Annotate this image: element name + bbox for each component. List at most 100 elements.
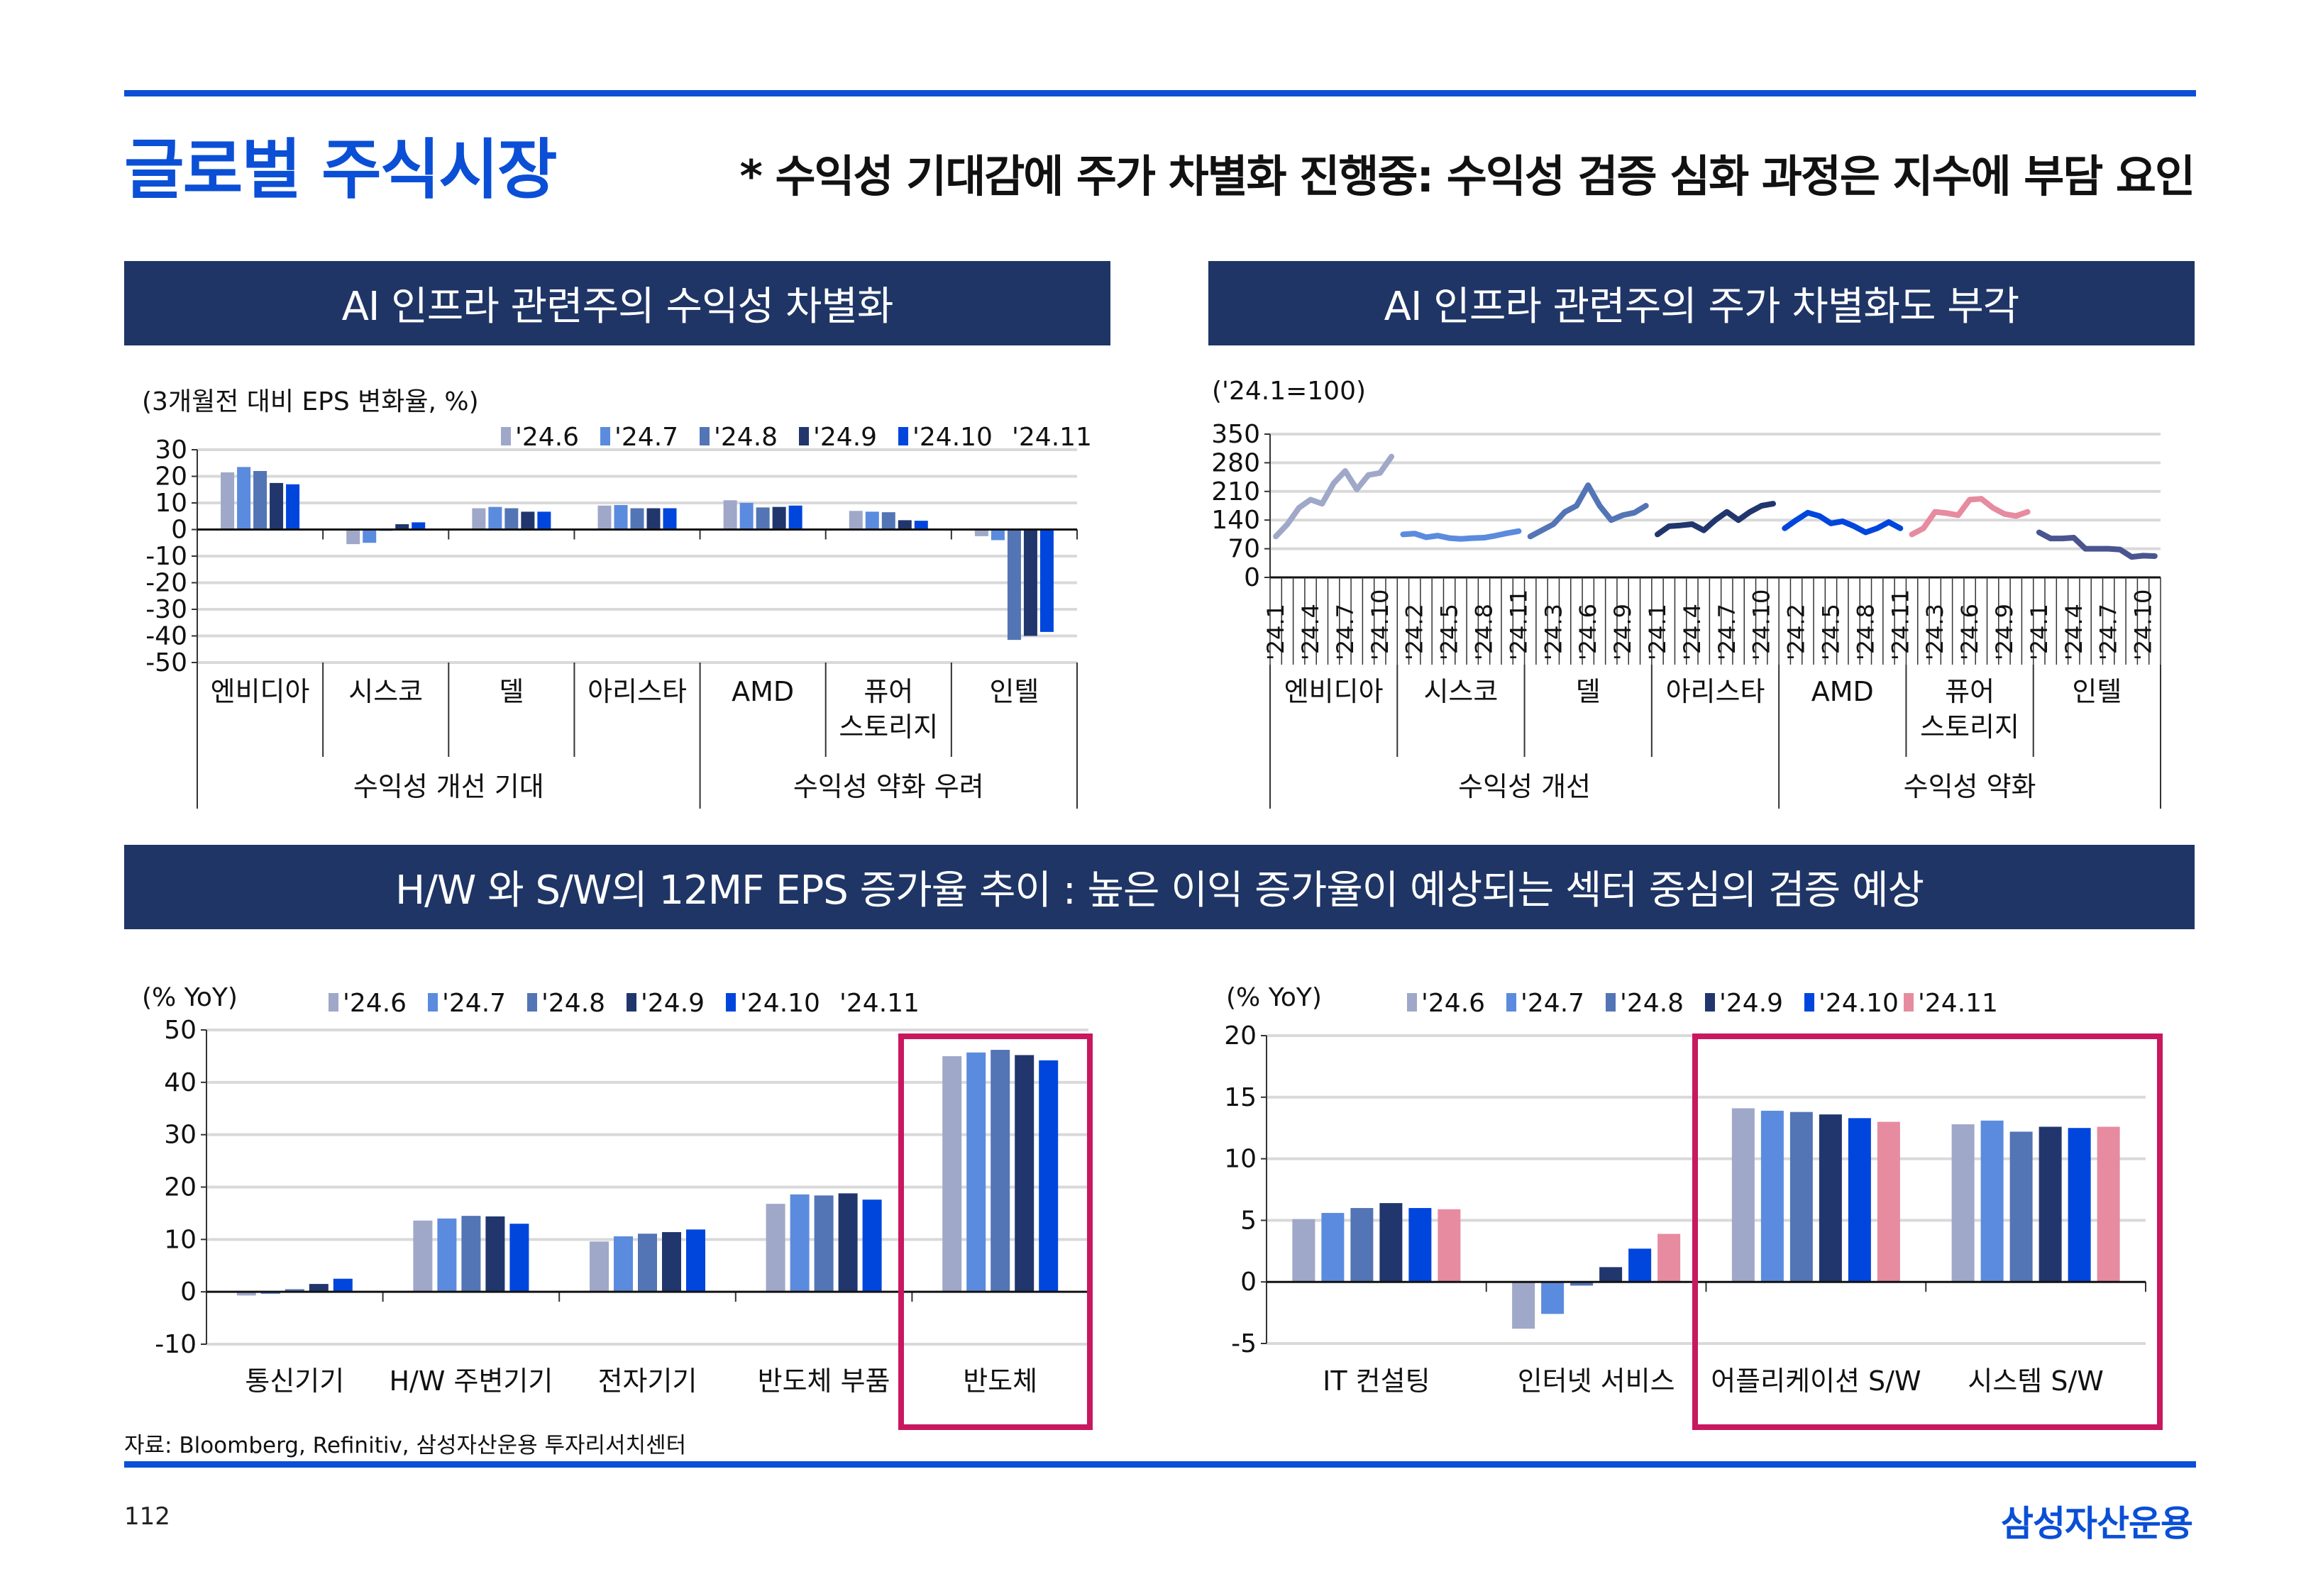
bar bbox=[991, 529, 1005, 541]
price-line bbox=[1527, 482, 1649, 540]
legend-label: '24.8 bbox=[1620, 989, 1684, 1018]
x-tick-label: '24.2 bbox=[1401, 604, 1428, 660]
bar bbox=[739, 503, 754, 530]
category-label: 스토리지 bbox=[839, 711, 938, 743]
company-label: 델 bbox=[1576, 676, 1601, 707]
legend-label: '24.7 bbox=[614, 423, 678, 452]
bar bbox=[1657, 1234, 1681, 1282]
bar bbox=[504, 508, 519, 530]
bar bbox=[485, 1216, 505, 1292]
x-tick-label: '24.8 bbox=[1852, 604, 1879, 660]
bar bbox=[663, 508, 677, 530]
legend-label: '24.10 bbox=[1819, 989, 1899, 1018]
unit-label: (% YoY) bbox=[1226, 983, 1322, 1012]
bar bbox=[614, 505, 628, 530]
bar bbox=[2068, 1128, 2091, 1282]
category-label: 시스템 S/W bbox=[1968, 1365, 2103, 1397]
x-tick-label: '24.7 bbox=[1714, 604, 1740, 660]
bar bbox=[1731, 1108, 1755, 1282]
bar bbox=[309, 1284, 329, 1292]
y-tick-label: 20 bbox=[1224, 1021, 1257, 1051]
bar bbox=[772, 506, 786, 530]
y-tick-label: 30 bbox=[164, 1121, 197, 1150]
group-label: 수익성 약화 bbox=[1904, 771, 2036, 802]
bar bbox=[488, 506, 502, 530]
x-tick-label: '24.11 bbox=[1505, 589, 1532, 660]
x-tick-label: '24.6 bbox=[1956, 604, 1983, 660]
legend-label: '24.8 bbox=[714, 423, 778, 452]
left-panel-title: AI 인프라 관련주의 수익성 차별화 bbox=[124, 261, 1110, 345]
bar bbox=[363, 529, 377, 543]
group-label: 수익성 약화 우려 bbox=[793, 771, 984, 802]
company-label: 시스코 bbox=[1423, 676, 1498, 707]
bar bbox=[723, 500, 737, 530]
bar bbox=[2097, 1126, 2120, 1282]
x-tick-label: '24.1 bbox=[1644, 604, 1671, 660]
bar bbox=[974, 529, 988, 536]
y-tick-label: -40 bbox=[145, 622, 187, 651]
category-label: AMD bbox=[732, 676, 794, 707]
bar bbox=[814, 1195, 834, 1292]
bar bbox=[237, 467, 251, 530]
bar bbox=[1760, 1110, 1784, 1282]
bar bbox=[646, 508, 661, 530]
company-label: AMD bbox=[1811, 676, 1874, 707]
x-tick-label: '24.9 bbox=[1609, 604, 1636, 660]
y-tick-label: -5 bbox=[1231, 1329, 1257, 1358]
group-label: 수익성 개선 기대 bbox=[353, 771, 544, 802]
bar bbox=[862, 1199, 882, 1292]
company-logo: 삼성자산운용 bbox=[2001, 1503, 2193, 1544]
price-line bbox=[1655, 501, 1776, 538]
category-label: H/W 주변기기 bbox=[389, 1365, 553, 1397]
legend-swatch bbox=[898, 427, 908, 445]
y-tick-label: -10 bbox=[155, 1330, 197, 1359]
legend-swatch bbox=[799, 427, 809, 445]
company-label: 퓨어 bbox=[1945, 676, 1995, 707]
y-tick-label: 20 bbox=[164, 1173, 197, 1202]
y-tick-label: -20 bbox=[145, 569, 187, 598]
x-tick-label: '24.11 bbox=[1887, 589, 1914, 660]
bar bbox=[1877, 1121, 1900, 1282]
bar bbox=[1789, 1112, 1813, 1282]
bar bbox=[865, 511, 879, 530]
bar bbox=[285, 1289, 304, 1292]
legend-swatch bbox=[627, 993, 636, 1012]
bar bbox=[881, 512, 895, 530]
legend-label: '24.6 bbox=[515, 423, 579, 452]
bar bbox=[1292, 1219, 1315, 1282]
y-tick-label: -50 bbox=[145, 648, 187, 677]
category-label: 인터넷 서비스 bbox=[1518, 1365, 1675, 1397]
legend-label: '24.10 bbox=[912, 423, 993, 452]
x-tick-label: '24.10 bbox=[2130, 589, 2157, 660]
bar bbox=[221, 472, 235, 530]
bar bbox=[236, 1292, 256, 1296]
legend-swatch bbox=[1506, 993, 1516, 1012]
category-label: 어플리케이션 S/W bbox=[1711, 1365, 1921, 1397]
x-tick-label: '24.10 bbox=[1748, 589, 1775, 660]
bar bbox=[1980, 1120, 2004, 1282]
category-label: 퓨어 bbox=[864, 676, 913, 707]
bar bbox=[2039, 1126, 2062, 1282]
bar bbox=[1321, 1212, 1345, 1282]
bar bbox=[1438, 1209, 1461, 1282]
source-note: 자료: Bloomberg, Refinitiv, 삼성자산운용 투자리서치센터 bbox=[124, 1433, 687, 1458]
x-tick-label: '24.7 bbox=[2095, 604, 2122, 660]
y-tick-label: 20 bbox=[155, 462, 187, 492]
bar bbox=[1570, 1282, 1594, 1286]
y-tick-label: 350 bbox=[1211, 420, 1260, 449]
x-tick-label: '24.3 bbox=[1921, 604, 1948, 660]
group-label: 수익성 개선 bbox=[1458, 771, 1591, 802]
x-tick-label: '24.4 bbox=[2060, 604, 2087, 660]
y-tick-label: 10 bbox=[164, 1225, 197, 1254]
company-label: 스토리지 bbox=[1920, 711, 2019, 743]
legend-label: '24.6 bbox=[343, 989, 407, 1018]
bar bbox=[1819, 1114, 1842, 1282]
legend-label: '24.9 bbox=[813, 423, 877, 452]
page-number: 112 bbox=[124, 1502, 170, 1531]
legend-label: '24.10 bbox=[740, 989, 820, 1018]
bar bbox=[2009, 1131, 2033, 1282]
slide-subtitle: * 수익성 기대감에 주가 차별화 진행중: 수익성 검증 심화 과정은 지수에… bbox=[739, 150, 2195, 202]
bar bbox=[286, 484, 300, 530]
y-tick-label: 210 bbox=[1211, 477, 1260, 506]
price-line bbox=[2036, 529, 2158, 560]
